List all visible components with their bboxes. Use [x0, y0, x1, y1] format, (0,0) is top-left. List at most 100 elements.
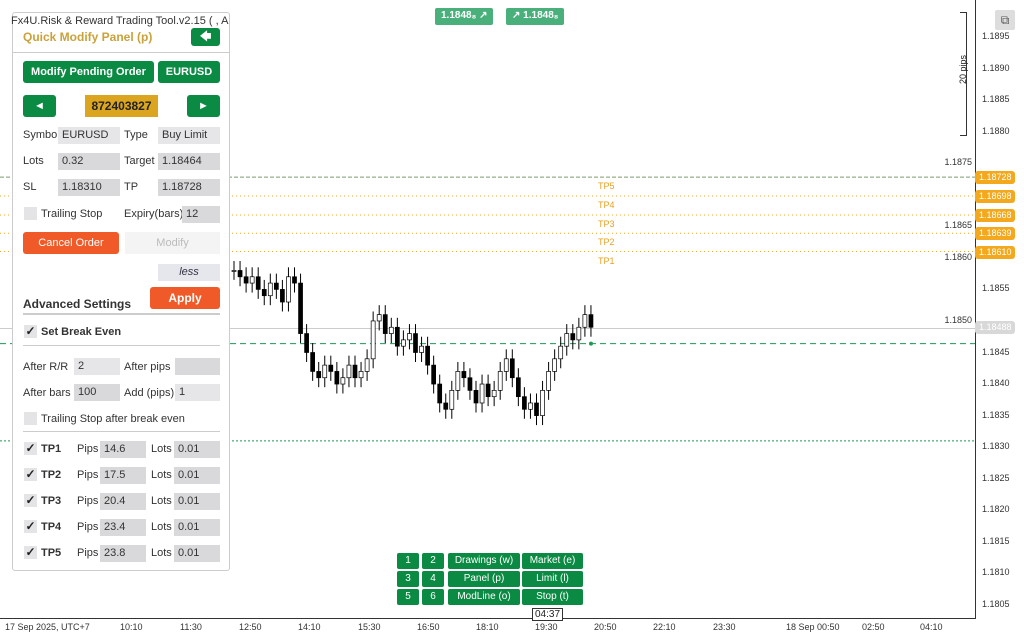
tp-lots-input[interactable]: 0.01	[174, 467, 220, 484]
prev-order-button[interactable]: ◄	[23, 95, 56, 117]
candle	[419, 345, 424, 353]
modify-pending-order-button[interactable]: Modify Pending Order	[23, 61, 154, 83]
tp-lots-input[interactable]: 0.01	[174, 545, 220, 562]
candle	[443, 402, 449, 410]
candle	[515, 377, 521, 398]
hotkey-button[interactable]: Limit (l)	[522, 571, 583, 587]
add-pips-input[interactable]: 1	[175, 384, 220, 401]
candle	[528, 402, 533, 410]
buy-price-button[interactable]: 1.1848₈ ↗	[435, 8, 494, 25]
bar-timer: 04:37	[532, 608, 564, 621]
lots-input[interactable]: 0.32	[58, 153, 120, 170]
trailing-stop-label: Trailing Stop	[41, 208, 103, 220]
cancel-order-button[interactable]: Cancel Order	[23, 232, 119, 254]
expiry-input[interactable]: 12	[182, 206, 220, 223]
sell-price-button[interactable]: ↗ 1.1848₈	[506, 8, 565, 25]
candle	[503, 358, 509, 372]
after-pips-input[interactable]	[175, 358, 220, 375]
set-break-even-checkbox[interactable]: ✓	[24, 325, 37, 338]
tp-line-label: TP5	[598, 181, 615, 192]
candle	[576, 326, 582, 341]
tp-checkbox[interactable]: ✓	[24, 546, 37, 559]
tp-pips-input[interactable]: 23.4	[100, 519, 146, 536]
tp-pips-input[interactable]: 17.5	[100, 467, 146, 484]
tp-checkbox[interactable]: ✓	[24, 468, 37, 481]
candle	[449, 390, 455, 410]
candle	[255, 276, 261, 290]
pips-label: Pips	[77, 469, 99, 481]
next-order-button[interactable]: ►	[187, 95, 220, 117]
tp-checkbox[interactable]: ✓	[24, 442, 37, 455]
candle	[334, 371, 340, 385]
candle	[540, 390, 545, 416]
after-bars-input[interactable]: 100	[74, 384, 120, 401]
hotkey-button[interactable]: 5	[397, 589, 419, 605]
sl-label: SL	[23, 181, 37, 193]
hotkey-button[interactable]: Stop (t)	[522, 589, 583, 605]
screenshot-icon[interactable]: ⧉	[995, 10, 1015, 30]
candle	[261, 289, 267, 297]
hotkey-button[interactable]: 6	[422, 589, 444, 605]
tp-pips-input[interactable]: 14.6	[100, 441, 146, 458]
candle	[461, 371, 467, 379]
candle	[467, 377, 473, 391]
hotkey-button[interactable]: 2	[422, 553, 444, 569]
tp-pips-input[interactable]: 20.4	[100, 493, 146, 510]
panel-title: Quick Modify Panel (p)	[23, 30, 153, 44]
apply-button[interactable]: Apply	[150, 287, 220, 309]
candle	[249, 276, 255, 284]
hotkey-button[interactable]: Drawings (w)	[448, 553, 520, 569]
symbol-button[interactable]: EURUSD	[158, 61, 220, 83]
set-break-even-label: Set Break Even	[41, 326, 122, 338]
hotkey-button[interactable]: 4	[422, 571, 444, 587]
less-button[interactable]: less	[158, 264, 220, 281]
candle	[570, 333, 576, 341]
ticket-number: 872403827	[85, 95, 158, 117]
add-pips-label: Add (pips)	[124, 387, 175, 399]
hotkey-button[interactable]: 3	[397, 571, 419, 587]
target-label: Target	[124, 155, 155, 167]
time-tick: 22:10	[653, 622, 676, 632]
tp-lots-input[interactable]: 0.01	[174, 441, 220, 458]
tp-lots-input[interactable]: 0.01	[174, 519, 220, 536]
after-rr-input[interactable]: 2	[74, 358, 120, 375]
symbol-label: Symbol	[23, 129, 60, 141]
candle	[425, 345, 430, 366]
tp-price-label: 1.18698	[975, 190, 1015, 203]
tp-checkbox[interactable]: ✓	[24, 520, 37, 533]
checkmark-icon: ✓	[25, 545, 36, 559]
price-tick: 1.1890	[982, 62, 1010, 73]
time-tick: 15:30	[358, 622, 381, 632]
tp-pips-input[interactable]: 23.8	[100, 545, 146, 562]
time-tick: 18:10	[476, 622, 499, 632]
price-tick: 1.1855	[982, 283, 1010, 294]
target-input[interactable]: 1.18464	[158, 153, 220, 170]
tp-input[interactable]: 1.18728	[158, 179, 220, 196]
candle	[304, 333, 309, 353]
hotkey-button[interactable]: ModLine (o)	[448, 589, 520, 605]
collapse-button[interactable]: 🡄	[191, 28, 220, 46]
time-tick: 18 Sep 00:50	[786, 622, 840, 632]
candle	[479, 383, 485, 404]
hotkey-button[interactable]: Panel (p)	[448, 571, 520, 587]
trailing-after-be-checkbox[interactable]	[24, 412, 37, 425]
candle	[558, 345, 564, 360]
hotkey-button[interactable]: 1	[397, 553, 419, 569]
candle	[382, 314, 388, 334]
sl-input[interactable]: 1.18310	[58, 179, 120, 196]
time-tick: 02:50	[862, 622, 885, 632]
price-tick: 1.1820	[982, 504, 1010, 515]
candle	[364, 358, 370, 372]
tp-line-label: TP2	[598, 237, 615, 248]
tp-lots-input[interactable]: 0.01	[174, 493, 220, 510]
modify-button[interactable]: Modify	[125, 232, 220, 254]
price-axis	[975, 0, 976, 618]
tp-price-label: 1.18639	[975, 227, 1015, 241]
tp-row-label: TP4	[41, 521, 62, 533]
tp-price-label: 1.18668	[975, 208, 1015, 222]
hotkey-button[interactable]: Market (e)	[522, 553, 583, 569]
pips-bracket-label: 20 pips	[958, 54, 968, 84]
tp-checkbox[interactable]: ✓	[24, 494, 37, 507]
candle	[522, 396, 527, 410]
trailing-stop-checkbox[interactable]	[24, 207, 37, 220]
